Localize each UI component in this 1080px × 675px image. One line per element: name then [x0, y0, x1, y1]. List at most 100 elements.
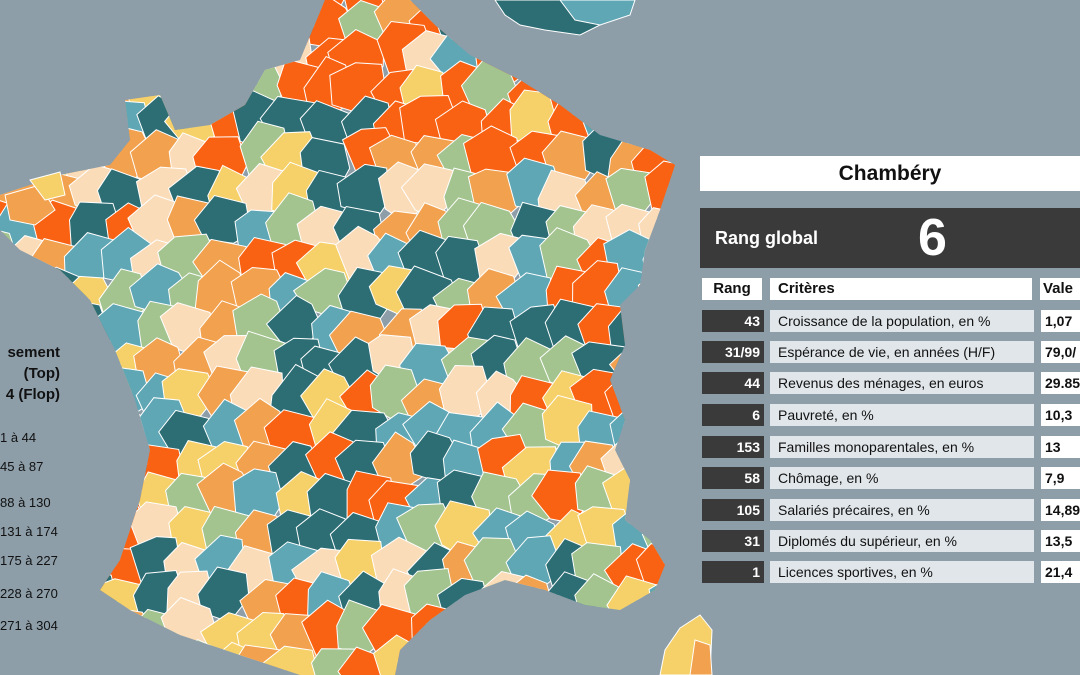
- row-criterion: Croissance de la population, en %: [770, 310, 1034, 332]
- departement-area[interactable]: [33, 400, 92, 458]
- departement-area[interactable]: [649, 0, 705, 20]
- departement-area[interactable]: [0, 0, 51, 21]
- departement-area[interactable]: [0, 102, 13, 156]
- departement-area[interactable]: [637, 266, 694, 332]
- departement-area[interactable]: [166, 24, 218, 81]
- row-rank: 44: [702, 372, 764, 394]
- departement-area[interactable]: [197, 0, 252, 20]
- departement-area[interactable]: [61, 612, 122, 667]
- departement-area[interactable]: [540, 642, 597, 675]
- departement-area[interactable]: [609, 27, 667, 80]
- departement-area[interactable]: [63, 25, 123, 83]
- departement-area[interactable]: [29, 98, 84, 146]
- departement-area[interactable]: [32, 0, 89, 43]
- departement-area[interactable]: [61, 347, 117, 404]
- departement-area[interactable]: [642, 234, 691, 287]
- departement-area[interactable]: [0, 1, 46, 59]
- departement-area[interactable]: [203, 36, 266, 89]
- departement-area[interactable]: [569, 30, 627, 82]
- legend-item: 131 à 174: [0, 524, 58, 539]
- departement-area[interactable]: [0, 0, 17, 19]
- departement-area[interactable]: [638, 374, 698, 428]
- departement-area[interactable]: [102, 642, 159, 675]
- departement-area[interactable]: [170, 62, 224, 119]
- departement-area[interactable]: [62, 399, 115, 459]
- departement-area[interactable]: [65, 465, 124, 524]
- departement-area[interactable]: [62, 0, 117, 43]
- departement-area[interactable]: [105, 37, 162, 91]
- departement-area[interactable]: [30, 59, 86, 116]
- departement-area[interactable]: [164, 0, 226, 55]
- departement-area[interactable]: [637, 438, 690, 494]
- departement-area[interactable]: [140, 0, 196, 26]
- departement-area[interactable]: [494, 574, 557, 632]
- departement-area[interactable]: [478, 616, 536, 669]
- departement-area[interactable]: [33, 35, 90, 87]
- departement-area[interactable]: [402, 645, 460, 675]
- departement-area[interactable]: [639, 466, 698, 524]
- departement-area[interactable]: [647, 303, 701, 361]
- departement-area[interactable]: [439, 612, 493, 667]
- departement-area[interactable]: [642, 407, 698, 464]
- departement-area[interactable]: [644, 33, 700, 86]
- departement-area[interactable]: [477, 640, 535, 675]
- row-rank: 31: [702, 530, 764, 552]
- departement-area[interactable]: [580, 610, 633, 664]
- departement-area[interactable]: [410, 603, 465, 656]
- departement-area[interactable]: [62, 104, 124, 158]
- departement-area[interactable]: [440, 0, 492, 16]
- departement-area[interactable]: [0, 58, 47, 119]
- departement-area[interactable]: [510, 649, 568, 675]
- departement-area[interactable]: [645, 93, 702, 151]
- departement-area[interactable]: [59, 368, 125, 421]
- departement-area[interactable]: [61, 506, 118, 566]
- departement-area[interactable]: [92, 1, 151, 55]
- departement-area[interactable]: [607, 58, 667, 119]
- departement-area[interactable]: [439, 651, 490, 675]
- departement-area[interactable]: [203, 3, 259, 56]
- departement-area[interactable]: [0, 643, 13, 675]
- departement-area[interactable]: [1, 270, 57, 329]
- departement-area[interactable]: [640, 59, 692, 119]
- departement-area[interactable]: [0, 127, 48, 180]
- departement-area[interactable]: [0, 637, 47, 675]
- departement-area[interactable]: [0, 33, 55, 86]
- departement-area[interactable]: [231, 0, 296, 47]
- row-value: 29.85: [1041, 372, 1080, 394]
- departement-area[interactable]: [638, 207, 694, 258]
- departement-area[interactable]: [60, 68, 112, 127]
- row-rank: 105: [702, 499, 764, 521]
- departement-area[interactable]: [578, 62, 640, 118]
- departement-area[interactable]: [0, 36, 16, 92]
- departement-area[interactable]: [28, 0, 94, 13]
- departement-area[interactable]: [504, 612, 563, 665]
- departement-area[interactable]: [30, 639, 89, 675]
- departement-area[interactable]: [602, 635, 661, 675]
- departement-area[interactable]: [0, 265, 25, 326]
- departement-area[interactable]: [1, 99, 54, 157]
- departement-area[interactable]: [137, 0, 187, 50]
- departement-area[interactable]: [0, 58, 18, 114]
- departement-area[interactable]: [0, 137, 16, 200]
- departement-area[interactable]: [131, 25, 186, 83]
- departement-area[interactable]: [68, 0, 128, 20]
- departement-area[interactable]: [608, 90, 668, 149]
- departement-area[interactable]: [645, 337, 704, 395]
- row-value: 21,4: [1041, 561, 1080, 583]
- departement-area[interactable]: [536, 608, 595, 666]
- departement-area[interactable]: [67, 438, 126, 497]
- departement-area[interactable]: [577, 644, 633, 675]
- departement-area[interactable]: [262, 0, 316, 19]
- departement-area[interactable]: [130, 631, 185, 675]
- departement-area[interactable]: [237, 0, 291, 9]
- departement-area[interactable]: [644, 0, 706, 50]
- row-value: 13: [1041, 436, 1080, 458]
- departement-area[interactable]: [0, 0, 20, 43]
- departement-area[interactable]: [604, 369, 658, 424]
- departement-area[interactable]: [93, 429, 150, 489]
- departement-area[interactable]: [105, 0, 161, 19]
- departement-area[interactable]: [66, 639, 126, 675]
- departement-area[interactable]: [503, 26, 561, 83]
- departement-area[interactable]: [159, 0, 215, 18]
